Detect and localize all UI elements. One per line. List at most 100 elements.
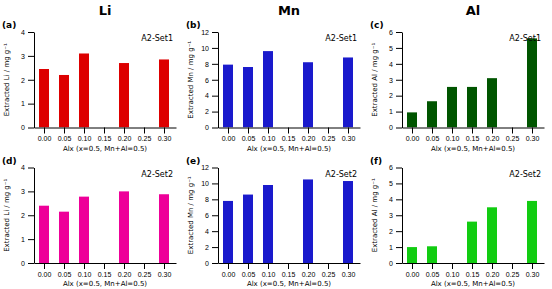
- bar: [427, 246, 437, 263]
- x-axis-title: Alx (x=0.5, Mn+Al=0.5): [431, 145, 515, 153]
- x-tick-mark: [104, 128, 105, 134]
- bar: [263, 51, 273, 127]
- bar: [59, 212, 69, 263]
- column-title: Al: [466, 3, 481, 18]
- y-tick: 0: [205, 260, 218, 267]
- bar: [243, 67, 253, 127]
- y-tick-mark: [28, 56, 34, 57]
- y-axis: 0123456: [389, 164, 402, 266]
- x-tick: 0.20: [118, 128, 132, 143]
- y-tick-mark: [396, 263, 402, 264]
- x-axis-title: Alx (x=0.5, Mn+Al=0.5): [247, 145, 331, 153]
- y-tick: 3: [21, 53, 34, 60]
- y-tick: 6: [389, 29, 402, 36]
- x-tick: 0.05: [242, 263, 256, 278]
- x-tick: 0.30: [526, 263, 540, 278]
- y-axis-title: Extracted Li / mg g⁻¹: [3, 43, 11, 116]
- y-tick-mark: [28, 128, 34, 129]
- x-tick-mark: [164, 263, 165, 269]
- y-tick-mark: [212, 215, 218, 216]
- x-tick: 0.10: [78, 128, 92, 143]
- y-axis-line: [402, 168, 403, 264]
- bar: [263, 185, 273, 263]
- y-tick: 12: [201, 164, 218, 171]
- x-tick: 0.15: [466, 128, 480, 143]
- x-tick-mark: [64, 128, 65, 134]
- set-label: A2-Set1: [325, 34, 357, 43]
- panel-label: (b): [186, 20, 201, 30]
- bar: [79, 53, 89, 127]
- x-tick-mark: [144, 263, 145, 269]
- x-tick-label: 0.10: [78, 271, 92, 278]
- y-tick-mark: [28, 80, 34, 81]
- x-axis: 0.000.050.100.150.200.250.30: [35, 263, 177, 278]
- x-tick-mark: [348, 128, 349, 134]
- y-tick-mark: [212, 32, 218, 33]
- bar: [159, 194, 169, 263]
- x-axis: 0.000.050.100.150.200.250.30: [403, 263, 545, 278]
- x-tick-label: 0.20: [302, 135, 316, 142]
- y-tick-mark: [396, 199, 402, 200]
- x-tick-mark: [472, 128, 473, 134]
- x-tick: 0.05: [58, 263, 72, 278]
- y-tick-label: 2: [389, 92, 393, 99]
- bar: [79, 197, 89, 263]
- y-tick-mark: [28, 215, 34, 216]
- y-tick: 5: [389, 45, 402, 52]
- y-tick-label: 1: [21, 100, 25, 107]
- x-tick: 0.00: [222, 263, 236, 278]
- y-axis-title: Extracted Li / mg g⁻¹: [3, 178, 11, 251]
- x-tick-mark: [348, 263, 349, 269]
- x-tick-mark: [308, 263, 309, 269]
- panel: 0.000.050.100.150.200.250.30024681012Alx…: [186, 156, 361, 289]
- y-tick: 2: [389, 228, 402, 235]
- x-tick: 0.25: [138, 128, 152, 143]
- x-tick-label: 0.00: [406, 271, 420, 278]
- x-tick: 0.25: [138, 263, 152, 278]
- x-tick: 0.05: [426, 263, 440, 278]
- x-tick-label: 0.25: [506, 271, 520, 278]
- bar: [119, 191, 129, 263]
- y-tick-label: 4: [389, 61, 393, 68]
- set-label: A2-Set2: [141, 170, 173, 179]
- y-tick-label: 2: [21, 76, 25, 83]
- panel: 0.000.050.100.150.200.250.300123456Alx (…: [370, 156, 545, 289]
- x-axis-line: [35, 263, 177, 264]
- y-tick-label: 2: [21, 212, 25, 219]
- set-label: A2-Set1: [509, 34, 541, 43]
- x-axis-title: Alx (x=0.5, Mn+Al=0.5): [63, 145, 147, 153]
- y-axis-line: [34, 168, 35, 264]
- x-tick-mark: [328, 128, 329, 134]
- column-title: Mn: [278, 3, 300, 18]
- y-tick: 0: [389, 260, 402, 267]
- y-axis: 01234: [21, 29, 34, 131]
- bars: [223, 51, 353, 127]
- y-tick-mark: [212, 247, 218, 248]
- x-tick: 0.20: [302, 128, 316, 143]
- y-tick: 2: [21, 212, 34, 219]
- y-tick: 4: [21, 164, 34, 171]
- plot-area: 0.000.050.100.150.200.250.3001234Alx (x=…: [21, 29, 176, 153]
- x-tick-label: 0.05: [242, 271, 256, 278]
- y-tick-mark: [212, 96, 218, 97]
- set-label: A2-Set2: [325, 170, 357, 179]
- y-axis: 0123456: [389, 29, 402, 131]
- y-tick-label: 4: [205, 92, 209, 99]
- y-tick: 6: [205, 76, 218, 83]
- x-tick-mark: [268, 263, 269, 269]
- y-tick-label: 0: [205, 260, 209, 267]
- x-tick-mark: [164, 128, 165, 134]
- x-tick-label: 0.25: [322, 271, 336, 278]
- x-tick-label: 0.05: [58, 271, 72, 278]
- y-tick: 1: [21, 236, 34, 243]
- y-tick-label: 6: [205, 76, 209, 83]
- y-tick-mark: [396, 48, 402, 49]
- y-tick: 4: [205, 228, 218, 235]
- bars: [223, 179, 353, 263]
- x-tick-label: 0.20: [486, 135, 500, 142]
- x-tick-mark: [84, 263, 85, 269]
- x-tick-mark: [492, 128, 493, 134]
- bar: [527, 201, 537, 263]
- y-tick: 4: [389, 61, 402, 68]
- panel-label: (c): [370, 20, 384, 30]
